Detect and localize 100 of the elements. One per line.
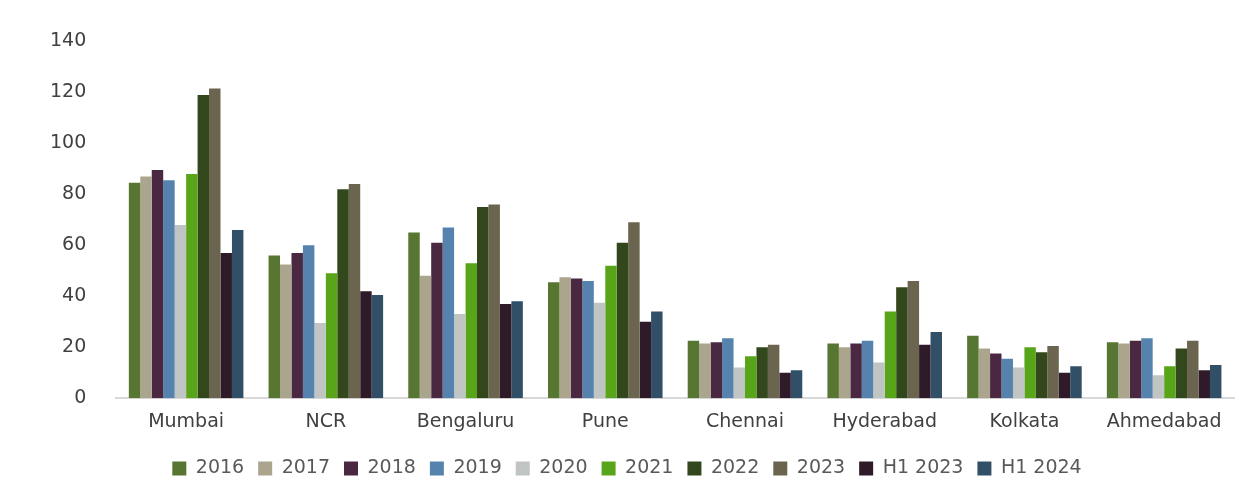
bar (593, 302, 606, 399)
bar (639, 321, 652, 399)
bar (454, 314, 466, 399)
bar (790, 370, 803, 399)
bar (465, 263, 478, 399)
bar (499, 303, 512, 399)
bar (687, 340, 700, 399)
y-tick-label: 120 (50, 79, 87, 102)
y-tick-label: 40 (62, 283, 87, 306)
x-tick-label: Bengaluru (416, 408, 515, 431)
bar (1129, 340, 1142, 399)
bar (337, 189, 349, 399)
bar (1012, 367, 1025, 399)
legend-label: 2018 (367, 455, 416, 478)
bar (967, 335, 979, 399)
bar (733, 367, 745, 399)
legend-label: 2020 (539, 455, 588, 478)
x-tick-label: Pune (581, 408, 629, 431)
bar (1047, 345, 1059, 399)
x-tick-label: Chennai (705, 408, 784, 431)
bar (605, 265, 617, 399)
bar (651, 311, 663, 399)
y-tick-label: 140 (50, 28, 87, 51)
bar (151, 170, 164, 399)
bar (838, 347, 851, 399)
bar (850, 343, 862, 399)
bar (1106, 342, 1119, 399)
bar (559, 277, 571, 399)
bar (511, 301, 523, 399)
bar (722, 338, 734, 399)
bar (1198, 370, 1210, 399)
bar (767, 344, 780, 399)
bar (174, 224, 187, 399)
legend-label: H1 2024 (1000, 455, 1082, 478)
y-tick-label: 60 (62, 232, 87, 255)
bar (371, 294, 384, 399)
bar (1118, 343, 1130, 399)
bar (348, 184, 361, 399)
bar (582, 280, 594, 399)
bar (231, 229, 244, 399)
bar (360, 291, 372, 399)
bar (140, 176, 152, 399)
bar (1024, 347, 1036, 399)
bar (128, 182, 141, 399)
bar (884, 311, 897, 399)
bar (1001, 358, 1013, 399)
bar (431, 242, 443, 399)
bar (907, 280, 920, 399)
bar (861, 340, 874, 399)
bar (302, 245, 315, 399)
bar (220, 252, 232, 399)
bar (699, 343, 711, 399)
bar (930, 331, 942, 399)
bar (919, 344, 931, 399)
bar (896, 287, 908, 399)
bar (779, 372, 791, 399)
bar (827, 343, 839, 399)
bar (1187, 340, 1199, 399)
bar (570, 278, 583, 399)
bar (268, 255, 281, 399)
bar (744, 356, 757, 399)
bar (186, 173, 198, 399)
bar (1070, 366, 1082, 399)
bar (1209, 365, 1222, 399)
legend-label: 2019 (453, 455, 502, 478)
bar (547, 282, 560, 399)
x-tick-label: Ahmedabad (1106, 408, 1222, 431)
bar (710, 342, 723, 399)
y-tick-label: 20 (62, 334, 87, 357)
bar (442, 227, 455, 399)
legend-label: 2016 (195, 455, 245, 478)
bar (314, 323, 326, 399)
bar (628, 222, 640, 399)
bar (408, 232, 420, 399)
x-tick-label: Hyderabad (832, 408, 937, 431)
bar (1164, 366, 1176, 399)
bar (477, 207, 489, 399)
bar (197, 94, 210, 399)
bar (325, 273, 338, 399)
x-tick-label: NCR (305, 408, 347, 431)
y-tick-label: 0 (74, 385, 87, 408)
y-tick-label: 80 (62, 181, 87, 204)
bar (419, 275, 432, 399)
legend-label: 2017 (281, 455, 331, 478)
bar (756, 347, 768, 399)
bar (978, 348, 991, 399)
bar (1175, 348, 1188, 399)
bar (291, 252, 303, 399)
x-tick-label: Kolkata (989, 408, 1060, 431)
bar (209, 88, 221, 399)
legend-label: H1 2023 (882, 455, 964, 478)
legend-label: 2021 (625, 455, 674, 478)
y-tick-label: 100 (50, 130, 87, 153)
x-tick-label: Mumbai (148, 408, 225, 431)
bar (1141, 338, 1153, 399)
bar (873, 362, 885, 399)
legend-label: 2022 (710, 455, 760, 478)
bar (990, 353, 1002, 399)
bar (163, 180, 175, 399)
bar (1058, 372, 1071, 399)
